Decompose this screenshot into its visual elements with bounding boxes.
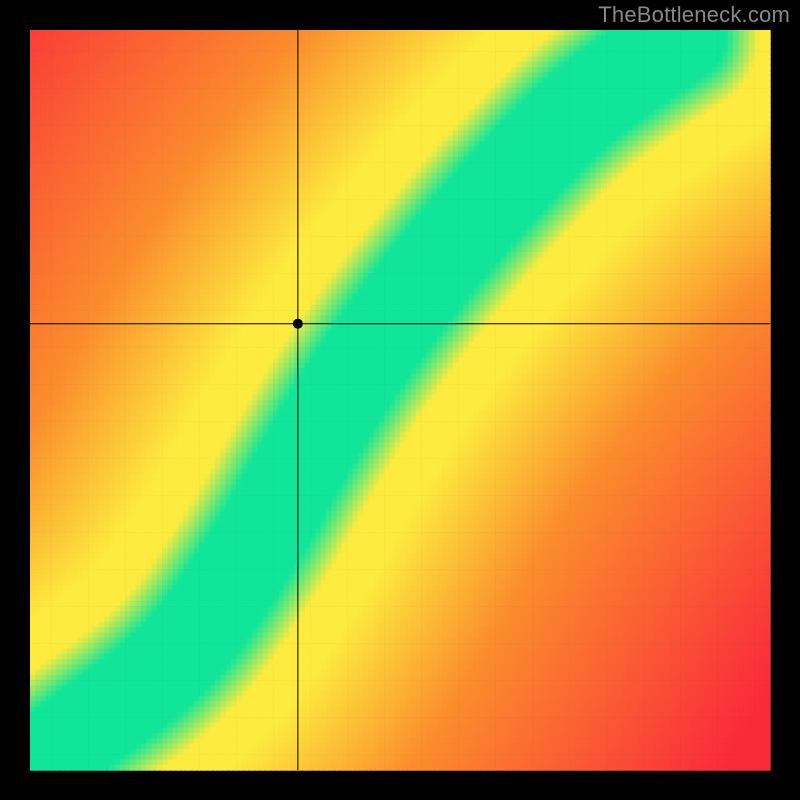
watermark-text: TheBottleneck.com bbox=[598, 2, 790, 28]
bottleneck-heatmap bbox=[0, 0, 800, 800]
